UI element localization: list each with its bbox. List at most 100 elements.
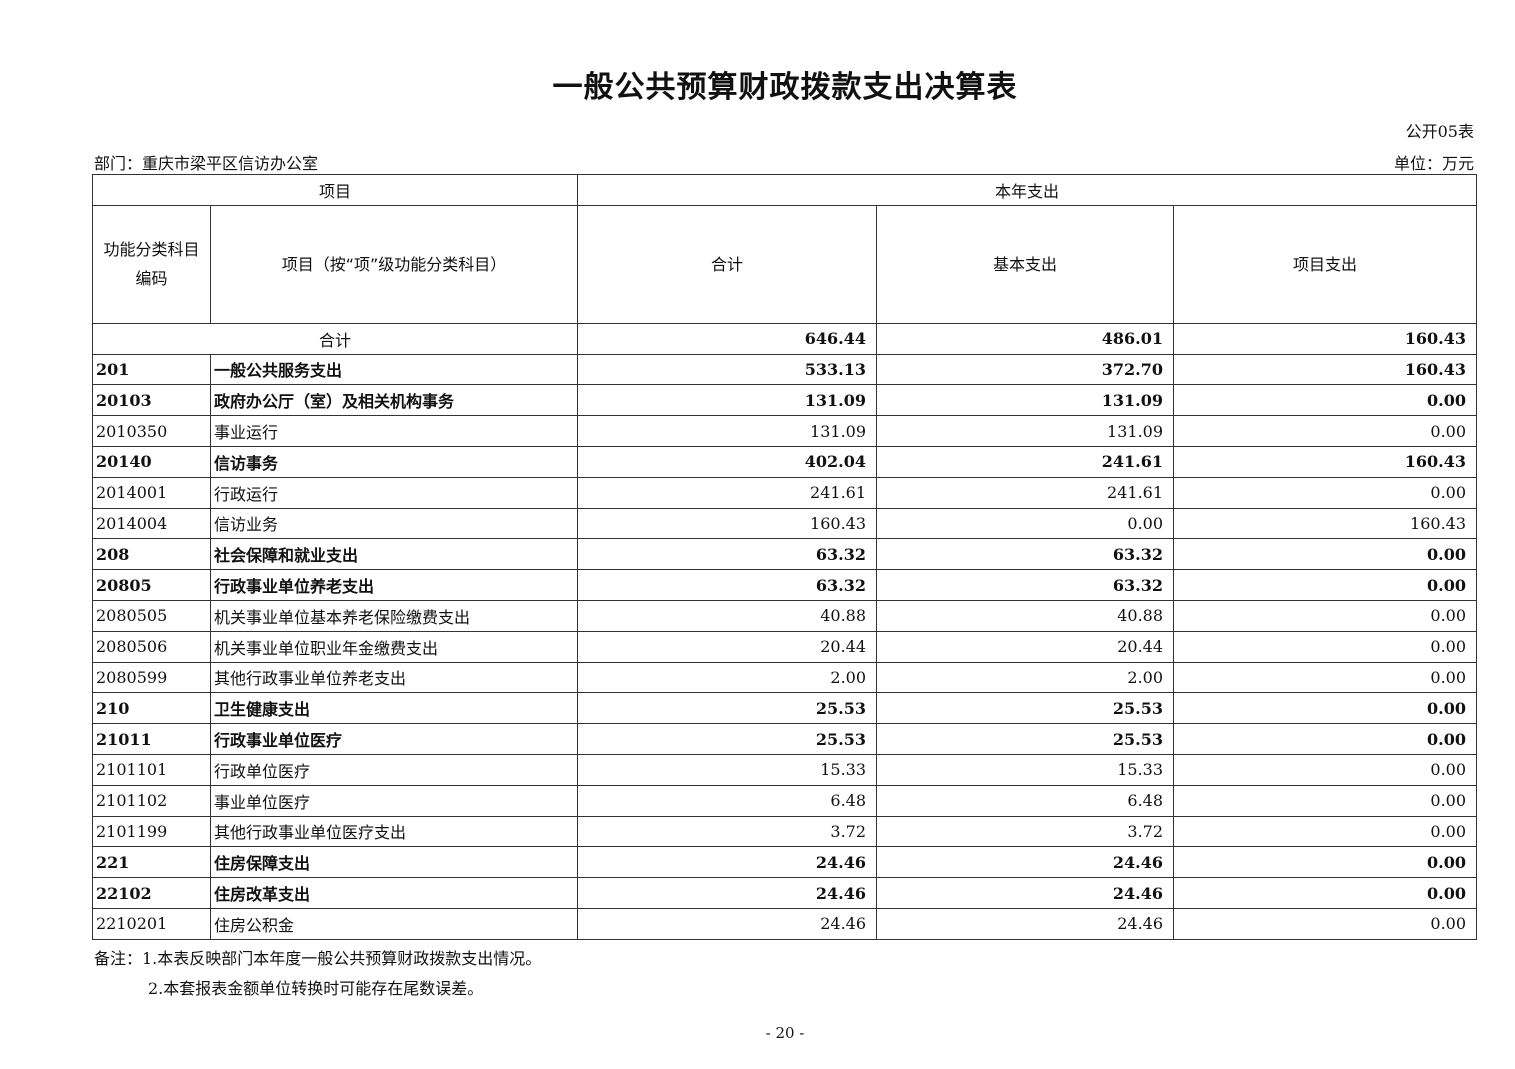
cell-project: 0.00 (1173, 415, 1478, 447)
cell-project: 0.00 (1173, 907, 1478, 940)
cell-project: 0.00 (1173, 569, 1478, 601)
cell-project: 0.00 (1173, 753, 1478, 786)
unit-label: 单位：万元 (1393, 154, 1474, 173)
table-number: 公开05表 (1405, 122, 1474, 141)
cell-code: 20140 (92, 445, 211, 478)
cell-total: 25.53 (577, 692, 878, 725)
cell-basic: 20.44 (876, 630, 1175, 663)
cell-basic: 3.72 (876, 815, 1175, 848)
cell-basic: 63.32 (876, 538, 1175, 571)
table-row: 21011 行政事业单位医疗 25.53 25.53 0.00 (92, 723, 1478, 755)
header-total: 合计 (577, 204, 878, 324)
cell-code: 2014004 (92, 507, 211, 540)
cell-name: 信访事务 (209, 445, 579, 478)
cell-basic: 25.53 (876, 692, 1175, 725)
cell-name: 行政单位医疗 (209, 753, 579, 786)
cell-basic: 24.46 (876, 877, 1175, 909)
cell-basic: 131.09 (876, 384, 1175, 417)
cell-total: 63.32 (577, 538, 878, 571)
cell-total: 15.33 (577, 753, 878, 786)
cell-code: 2080599 (92, 661, 211, 694)
cell-total: 40.88 (577, 599, 878, 632)
cell-basic: 25.53 (876, 723, 1175, 755)
cell-project: 0.00 (1173, 723, 1478, 755)
cell-code: 2014001 (92, 476, 211, 509)
cell-code: 22102 (92, 877, 211, 909)
page-number: - 20 - (765, 1024, 805, 1042)
table-row: 22102 住房改革支出 24.46 24.46 0.00 (92, 877, 1478, 909)
cell-total: 63.32 (577, 569, 878, 601)
cell-basic: 241.61 (876, 476, 1175, 509)
cell-code: 21011 (92, 723, 211, 755)
cell-name: 行政运行 (209, 476, 579, 509)
cell-total: 24.46 (577, 877, 878, 909)
cell-total: 241.61 (577, 476, 878, 509)
cell-total: 402.04 (577, 445, 878, 478)
total-row: 合计 646.44 486.01 160.43 (91, 322, 1478, 355)
cell-total: 25.53 (577, 723, 878, 755)
cell-name: 行政事业单位医疗 (209, 723, 579, 755)
table-row: 2014001 行政运行 241.61 241.61 0.00 (92, 476, 1478, 509)
cell-code: 20103 (92, 384, 211, 417)
page-title: 一般公共预算财政拨款支出决算表 (552, 70, 1018, 105)
table-row: 201 一般公共服务支出 533.13 372.70 160.43 (92, 353, 1478, 386)
cell-code: 208 (92, 538, 211, 571)
header-row-1: 项目 本年支出 (91, 174, 1478, 206)
cell-project: 0.00 (1173, 384, 1478, 417)
cell-project: 160.43 (1173, 353, 1478, 386)
cell-total: 20.44 (577, 630, 878, 663)
header-basic: 基本支出 (876, 204, 1175, 324)
cell-project: 160.43 (1173, 445, 1478, 478)
cell-name: 住房公积金 (209, 907, 579, 940)
cell-name: 一般公共服务支出 (209, 353, 579, 386)
cell-project: 0.00 (1173, 877, 1478, 909)
table-row: 208 社会保障和就业支出 63.32 63.32 0.00 (92, 538, 1478, 571)
table-row: 221 住房保障支出 24.46 24.46 0.00 (92, 846, 1478, 879)
cell-project: 0.00 (1173, 846, 1478, 879)
note-1: 备注：1.本表反映部门本年度一般公共预算财政拨款支出情况。 (94, 949, 542, 968)
table-row: 20103 政府办公厅（室）及相关机构事务 131.09 131.09 0.00 (92, 384, 1478, 417)
table-row: 2080506 机关事业单位职业年金缴费支出 20.44 20.44 0.00 (92, 630, 1478, 663)
cell-project: 0.00 (1173, 815, 1478, 848)
cell-name: 社会保障和就业支出 (209, 538, 579, 571)
cell-basic: 2.00 (876, 661, 1175, 694)
table-row: 210 卫生健康支出 25.53 25.53 0.00 (92, 692, 1478, 725)
table-row: 2014004 信访业务 160.43 0.00 160.43 (92, 507, 1478, 540)
cell-total: 3.72 (577, 815, 878, 848)
total-total: 646.44 (577, 322, 878, 355)
cell-basic: 372.70 (876, 353, 1175, 386)
header-project: 项目支出 (1173, 204, 1478, 324)
cell-basic: 40.88 (876, 599, 1175, 632)
cell-code: 2010350 (92, 415, 211, 447)
cell-name: 行政事业单位养老支出 (209, 569, 579, 601)
note-2: 2.本套报表金额单位转换时可能存在尾数误差。 (148, 979, 484, 998)
cell-basic: 24.46 (876, 907, 1175, 940)
cell-code: 20805 (92, 569, 211, 601)
cell-basic: 241.61 (876, 445, 1175, 478)
cell-name: 住房保障支出 (209, 846, 579, 879)
table-row: 2101102 事业单位医疗 6.48 6.48 0.00 (92, 784, 1478, 817)
cell-project: 0.00 (1173, 692, 1478, 725)
header-this-year: 本年支出 (577, 174, 1478, 206)
table-row: 2101101 行政单位医疗 15.33 15.33 0.00 (92, 753, 1478, 786)
cell-basic: 15.33 (876, 753, 1175, 786)
cell-total: 533.13 (577, 353, 878, 386)
table-row: 2080505 机关事业单位基本养老保险缴费支出 40.88 40.88 0.00 (92, 599, 1478, 632)
cell-total: 160.43 (577, 507, 878, 540)
cell-total: 2.00 (577, 661, 878, 694)
cell-name: 事业运行 (209, 415, 579, 447)
cell-code: 2210201 (92, 907, 211, 940)
total-label: 合计 (91, 322, 579, 355)
header-name: 项目（按“项”级功能分类科目） (209, 204, 579, 324)
cell-project: 0.00 (1173, 630, 1478, 663)
header-code: 功能分类科目编码 (92, 204, 211, 324)
cell-code: 2080505 (92, 599, 211, 632)
cell-name: 政府办公厅（室）及相关机构事务 (209, 384, 579, 417)
cell-basic: 24.46 (876, 846, 1175, 879)
cell-project: 0.00 (1173, 538, 1478, 571)
cell-name: 事业单位医疗 (209, 784, 579, 817)
cell-project: 160.43 (1173, 507, 1478, 540)
total-basic: 486.01 (876, 322, 1175, 355)
table-row: 20140 信访事务 402.04 241.61 160.43 (92, 445, 1478, 478)
header-row-2: 功能分类科目编码 项目（按“项”级功能分类科目） 合计 基本支出 项目支出 (92, 204, 1478, 324)
